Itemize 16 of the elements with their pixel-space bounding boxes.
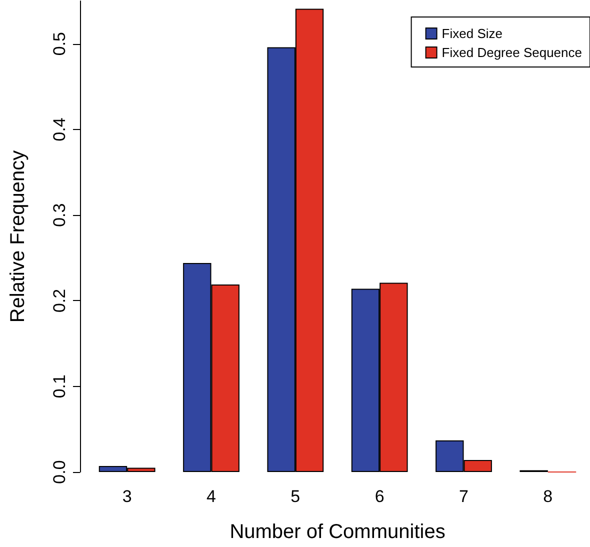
- x-tick-label: 7: [459, 487, 468, 506]
- x-tick-label: 6: [374, 487, 384, 506]
- y-tick-label: 0.2: [50, 288, 69, 313]
- legend-label: Fixed Degree Sequence: [442, 45, 582, 60]
- x-tick-label: 4: [206, 487, 216, 506]
- y-tick-label: 0.0: [50, 460, 69, 484]
- x-tick-label: 5: [290, 487, 300, 506]
- legend-label: Fixed Size: [442, 26, 502, 41]
- y-axis-title: Relative Frequency: [7, 150, 29, 323]
- y-tick-label: 0.5: [50, 32, 69, 56]
- y-tick-label: 0.1: [50, 374, 69, 398]
- y-tick-label: 0.4: [50, 118, 69, 142]
- y-tick-label: 0.3: [50, 203, 69, 227]
- x-tick-label: 8: [543, 487, 553, 506]
- x-tick-label: 3: [122, 487, 132, 506]
- x-axis-title: Number of Communities: [230, 521, 446, 543]
